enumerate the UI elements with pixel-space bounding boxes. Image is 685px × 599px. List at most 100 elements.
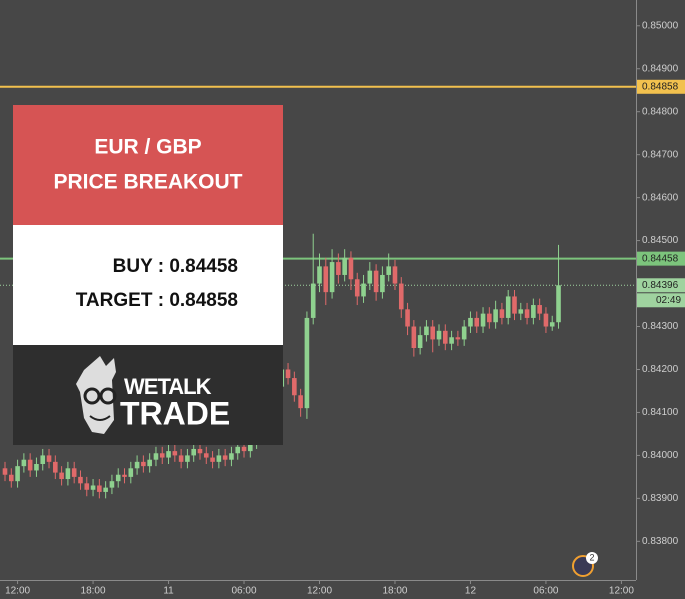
candle-body [59,472,64,480]
candle-body [392,266,398,284]
candle-body [499,309,505,318]
logo-text: WETALK [124,374,212,399]
candle-body [292,378,297,396]
x-tick-label: 12 [465,586,477,597]
candle-body [430,326,436,340]
candle-body [298,395,303,409]
candle-body [46,455,52,462]
candle-body [210,457,215,462]
candle-body [317,266,322,284]
x-tick-label: 06:00 [533,586,558,597]
candle-body [97,485,102,492]
y-tick-label: 0.84500 [642,235,679,246]
y-tick-label: 0.84900 [642,63,679,74]
y-tick-label: 0.83800 [642,536,679,547]
candle-body [348,257,354,280]
y-tick-label: 0.84100 [642,407,679,418]
alert-icon[interactable]: 2 [572,552,598,577]
candle-body [304,317,310,409]
candle-body [487,313,492,323]
plot [0,85,636,499]
candle-body [71,468,77,477]
candle-body [185,455,190,462]
badge-text: 2 [589,552,594,562]
candle-body [455,337,461,340]
candle-body [480,313,486,327]
candle-body [197,448,203,454]
logo-mascot [76,356,117,434]
candle-body [40,455,46,464]
overlay: EUR / GBP PRICE BREAKOUT BUY : 0.84458 T… [13,105,283,445]
candle-body [512,296,517,314]
overlay-header [13,105,283,225]
candle-body [531,305,536,318]
candle-body [241,446,247,452]
candle-body [78,476,83,484]
candle-body [172,451,178,456]
y-tick-label: 0.83900 [642,493,679,504]
y-tick-label: 0.85000 [642,20,679,31]
candle-body [310,283,316,318]
candle-body [147,459,152,467]
candle-body [524,309,530,318]
countdown-label: 02:49 [656,295,681,306]
candle-body [424,326,429,336]
y-tick-label: 0.84000 [642,450,679,461]
overlay-title: EUR / GBP [94,136,201,159]
candle-body [367,270,373,284]
candle-body [34,464,39,471]
candle-body [166,451,171,458]
candle-body [248,442,253,452]
countdown-box [637,293,685,308]
candle-body [229,453,234,460]
candle-body [398,283,404,310]
candle-body [493,309,498,323]
candle-body [405,309,410,327]
x-tick-label: 12:00 [307,586,332,597]
candle-body [15,466,20,482]
candle-body [543,313,549,327]
x-tick-label: 12:00 [5,586,30,597]
candle-body [505,296,511,318]
candle-body [153,453,159,460]
logo-text: TRADE [120,395,230,431]
price-box-label: 0.84396 [642,280,679,291]
candle-body [436,330,442,340]
candle-body [556,285,561,323]
candle-body [84,483,90,490]
candle-body [411,326,417,348]
y-tick-label: 0.84700 [642,149,679,160]
overlay-body [13,225,283,345]
candle-body [2,468,8,475]
candle-body [178,455,184,462]
candle-body [373,270,379,293]
candle-body [8,474,14,482]
x-tick-label: 11 [163,586,174,597]
candle-body [115,474,121,482]
price-box-label: 0.84858 [642,81,679,92]
candle-body [417,335,423,348]
price-box [637,251,685,266]
x-tick-label: 12:00 [609,586,634,597]
candle-body [386,266,391,275]
candle-body [285,369,291,379]
price-axis: 0.85000 0.84900 0.84800 0.84700 0.84600 0.845… [5,20,685,597]
target-text: TARGET : 0.84858 [76,290,238,311]
candle-body [537,305,542,314]
candle-body [222,455,228,460]
x-tick-label: 18:00 [81,586,106,597]
y-tick-label: 0.84300 [642,321,679,332]
y-tick-label: 0.84200 [642,364,679,375]
candle-body [109,481,115,488]
y-tick-label: 0.84800 [642,106,679,117]
candle-body [128,468,134,477]
y-tick-label: 0.84600 [642,192,679,203]
buy-text: BUY : 0.84458 [113,256,238,277]
candle-body [216,455,222,462]
candle-body [203,453,209,458]
candle-body [53,461,58,473]
candle-body [443,330,448,344]
x-tick-label: 18:00 [382,586,407,597]
candle-body [27,459,33,471]
